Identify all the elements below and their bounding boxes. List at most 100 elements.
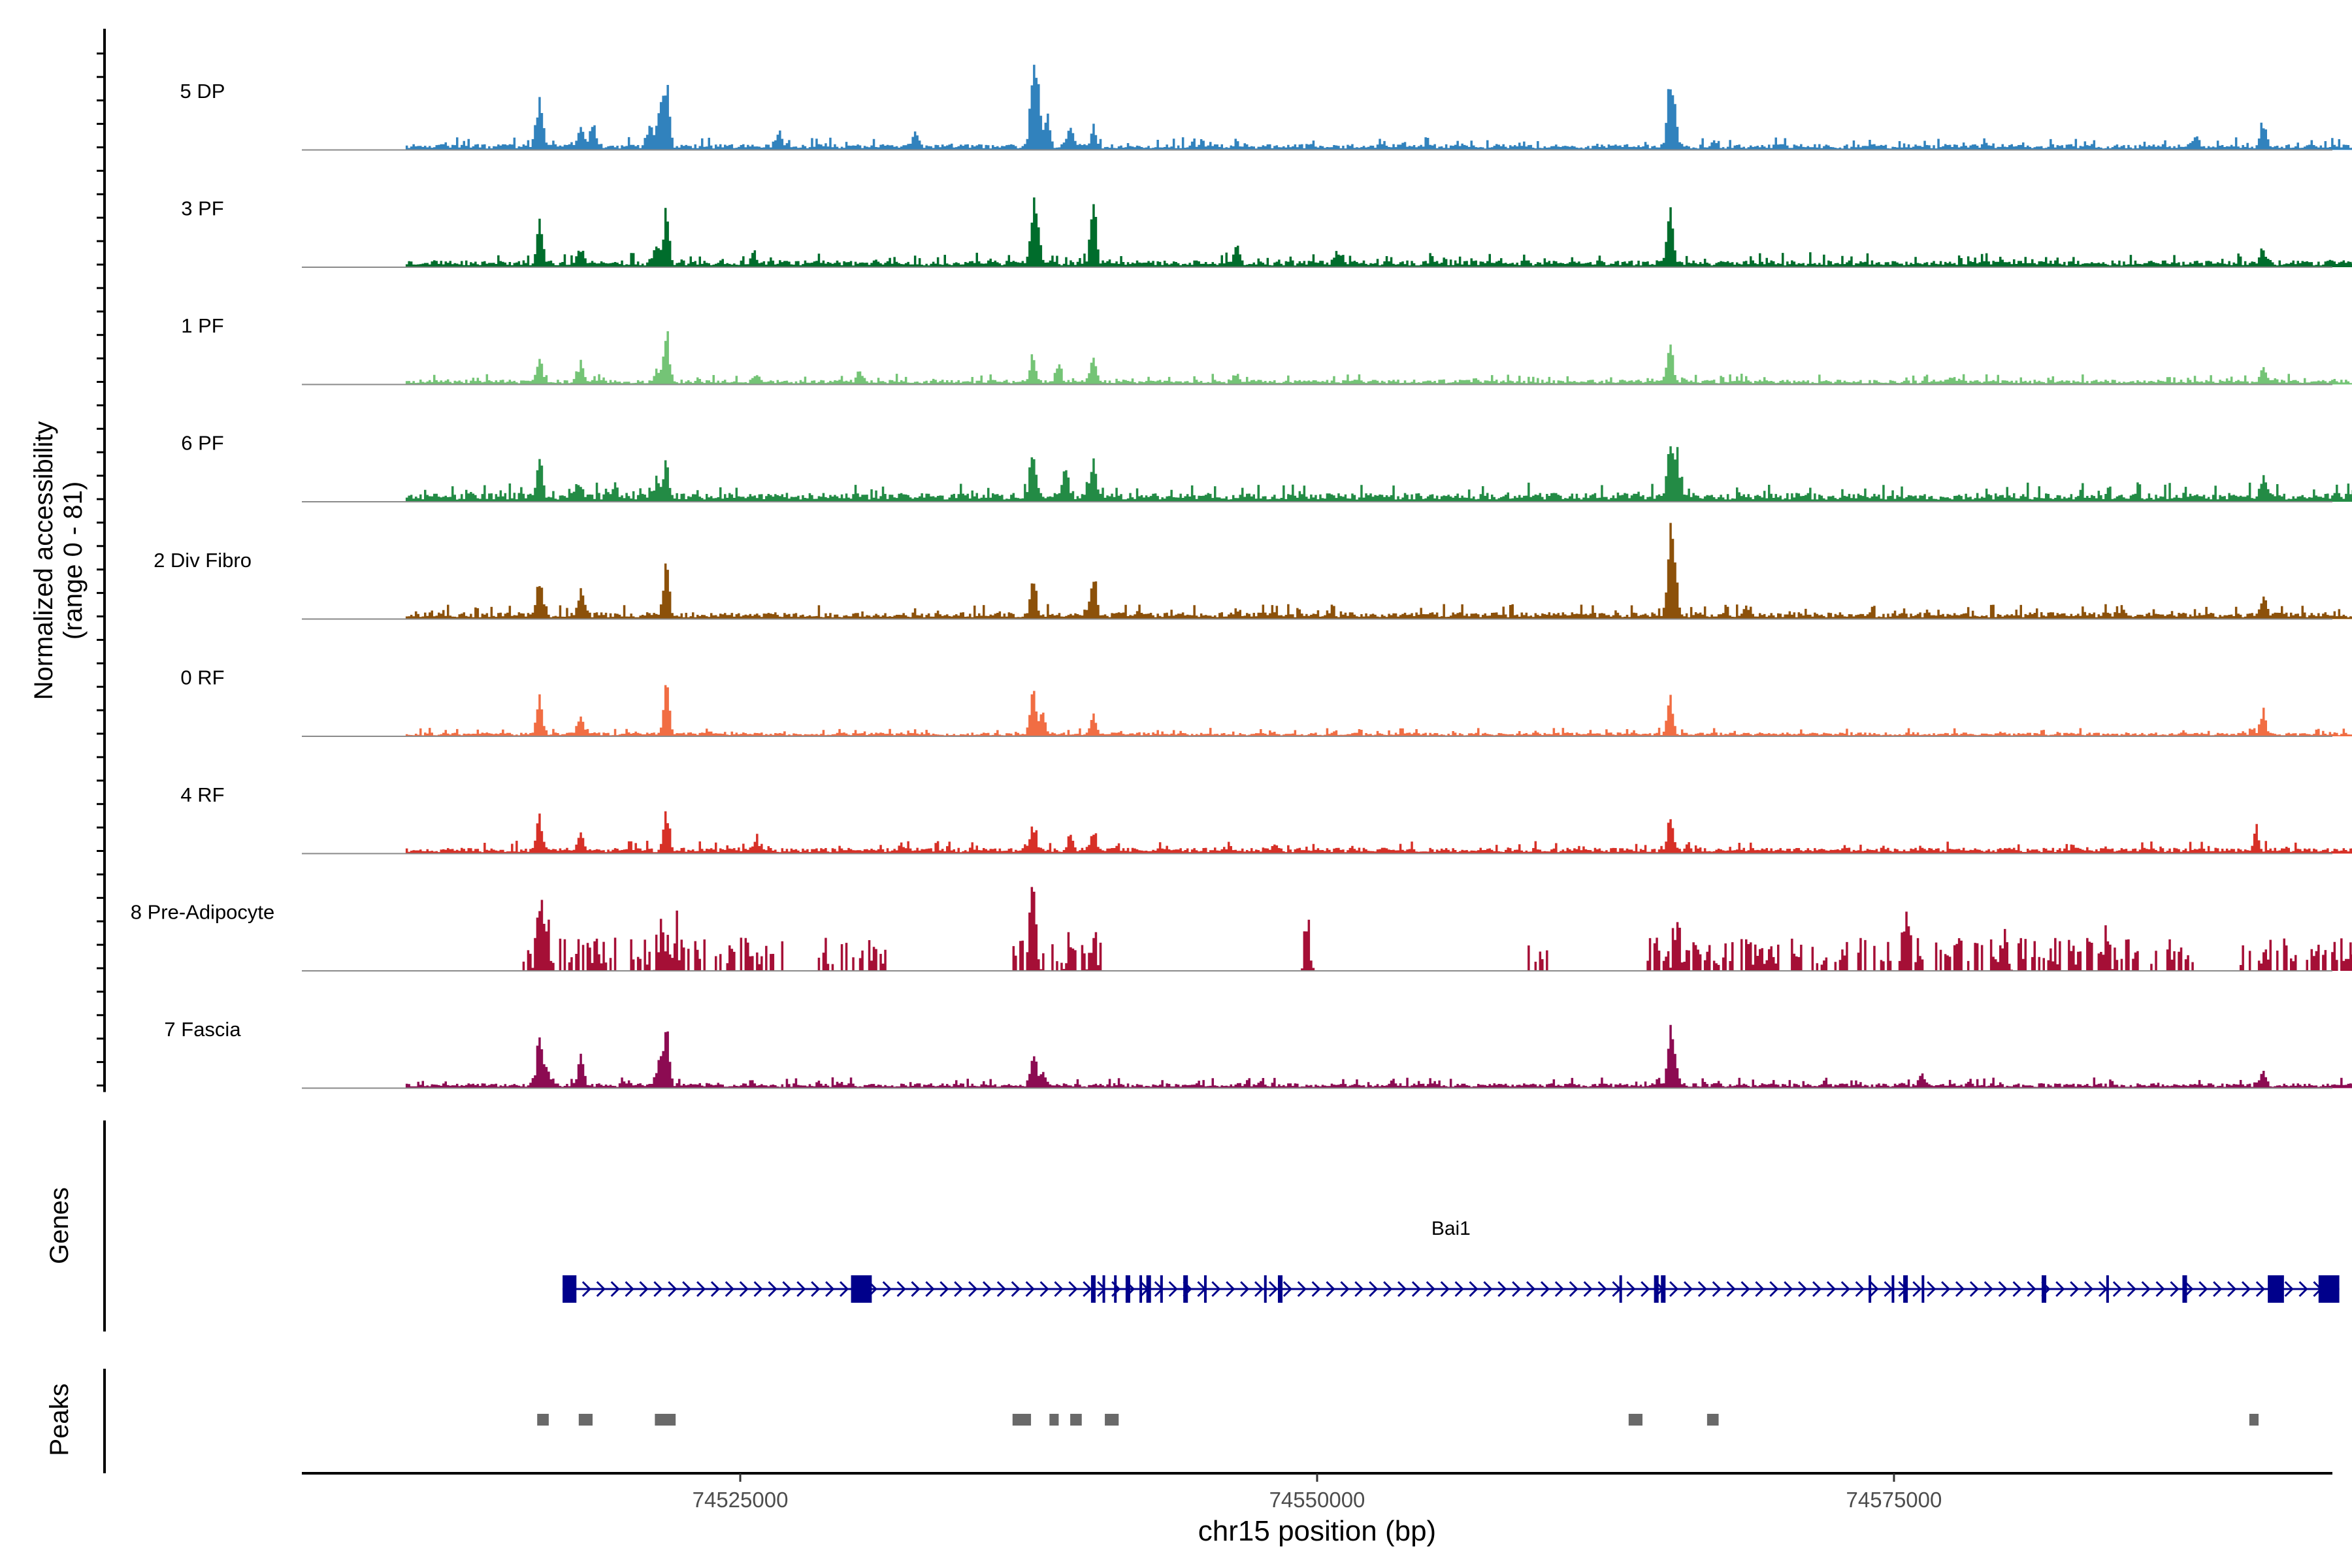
strand-arrow [1597,1281,1607,1298]
peak-region [1070,1414,1082,1426]
strand-arrow [2127,1281,2136,1298]
strand-arrow [996,1281,1007,1298]
strand-arrow [1268,1281,1279,1298]
genes-panel-label: Genes [45,1187,74,1264]
strand-arrow [954,1281,964,1298]
strand-arrow [1497,1281,1507,1298]
strand-arrow [2241,1281,2251,1298]
strand-arrow [825,1281,835,1298]
strand-arrow [610,1281,620,1298]
strand-arrow [1483,1281,1493,1298]
strand-arrow [1211,1281,1221,1298]
strand-arrow [1326,1281,1335,1298]
peaks-panel-label: Peaks [45,1383,74,1456]
coverage-tracks: 5 DP 3 PF 1 PF 6 PF 2 Div Fibro 0 RF 4 RF 8 Pre… [131,65,2352,1089]
coverage-area [405,1024,2352,1088]
coverage-track: 5 DP [180,65,2352,151]
gene-exon [2318,1275,2340,1303]
gene-exon [563,1275,577,1303]
strand-arrow [1583,1281,1593,1298]
gene-exon [2041,1275,2047,1303]
peak-region [1628,1414,1642,1426]
strand-arrow [1311,1281,1321,1298]
strand-arrow [1669,1281,1679,1298]
strand-arrow [753,1281,763,1298]
y-axis-range: (range 0 - 81) [59,482,88,640]
strand-arrow [896,1281,906,1298]
strand-arrow [1869,1281,1879,1298]
gene-exon [1869,1275,1872,1303]
strand-arrow [1397,1281,1407,1298]
track-label: 7 Fascia [164,1018,241,1041]
strand-arrow [768,1281,777,1298]
strand-arrow [1683,1281,1693,1298]
strand-arrow [696,1281,706,1298]
track-label: 5 DP [180,80,225,103]
peak-region [2249,1414,2259,1426]
strand-arrow [1984,1281,1993,1298]
strand-arrow [1454,1281,1464,1298]
strand-arrow [2012,1281,2022,1298]
strand-arrow [882,1281,892,1298]
strand-arrow [1641,1281,1650,1298]
strand-arrow [2155,1281,2165,1298]
strand-arrow [2112,1281,2123,1298]
strand-arrow [2084,1281,2094,1298]
strand-arrow [1855,1281,1865,1298]
strand-arrow [925,1281,935,1298]
gene-exon [1903,1275,1908,1303]
coverage-track: 3 PF [181,197,2352,268]
x-tick-label: 74550000 [1269,1488,1365,1512]
peak-region [578,1414,593,1426]
strand-arrow [796,1281,806,1298]
strand-arrow [1068,1281,1078,1298]
strand-arrow [2170,1281,2180,1298]
y-axis-title: Normalized accessibility [29,421,58,700]
track-label: 2 Div Fibro [154,549,252,572]
track-label: 4 RF [180,783,224,806]
strand-arrow [1569,1281,1578,1298]
strand-arrow [625,1281,634,1298]
coverage-track: 8 Pre-Adipocyte [131,887,2352,972]
peak-region [537,1414,549,1426]
strand-arrow [1025,1281,1035,1298]
strand-arrow [1254,1281,1264,1298]
strand-arrow [1712,1281,1722,1298]
strand-arrow [911,1281,921,1298]
strand-arrow [581,1281,592,1298]
strand-arrow [782,1281,792,1298]
gene-exon [1160,1275,1163,1303]
track-label: 6 PF [181,432,223,455]
strand-arrow [1740,1281,1750,1298]
strand-arrow [2298,1281,2308,1298]
x-axis: 74525000 74550000 74575000 [302,1472,2332,1512]
strand-arrow [1798,1281,1808,1298]
track-label: 0 RF [180,666,224,689]
strand-arrow [1240,1281,1250,1298]
strand-arrow [2255,1281,2265,1298]
x-tick-label: 74525000 [693,1488,789,1512]
coverage-area [405,446,2352,502]
strand-arrow [1969,1281,1980,1298]
coverage-track: 1 PF [181,314,2352,385]
strand-arrow [1083,1281,1092,1298]
track-label: 1 PF [181,314,223,337]
coverage-area [405,685,2352,736]
strand-arrow [1297,1281,1307,1298]
strand-arrow [1340,1281,1350,1298]
gene-exon [1090,1275,1096,1303]
strand-arrow [1998,1281,2008,1298]
coverage-track: 7 Fascia [164,1018,2352,1089]
strand-arrow [1526,1281,1536,1298]
strand-arrow [1784,1281,1793,1298]
strand-arrow [1726,1281,1736,1298]
coverage-area [405,197,2352,267]
strand-arrow [1626,1281,1636,1298]
strand-arrow [1840,1281,1850,1298]
strand-arrow [2027,1281,2036,1298]
track-label: 8 Pre-Adipocyte [131,901,275,924]
gene-exon [1654,1275,1659,1303]
peak-region [1049,1414,1059,1426]
strand-arrow [1512,1281,1522,1298]
